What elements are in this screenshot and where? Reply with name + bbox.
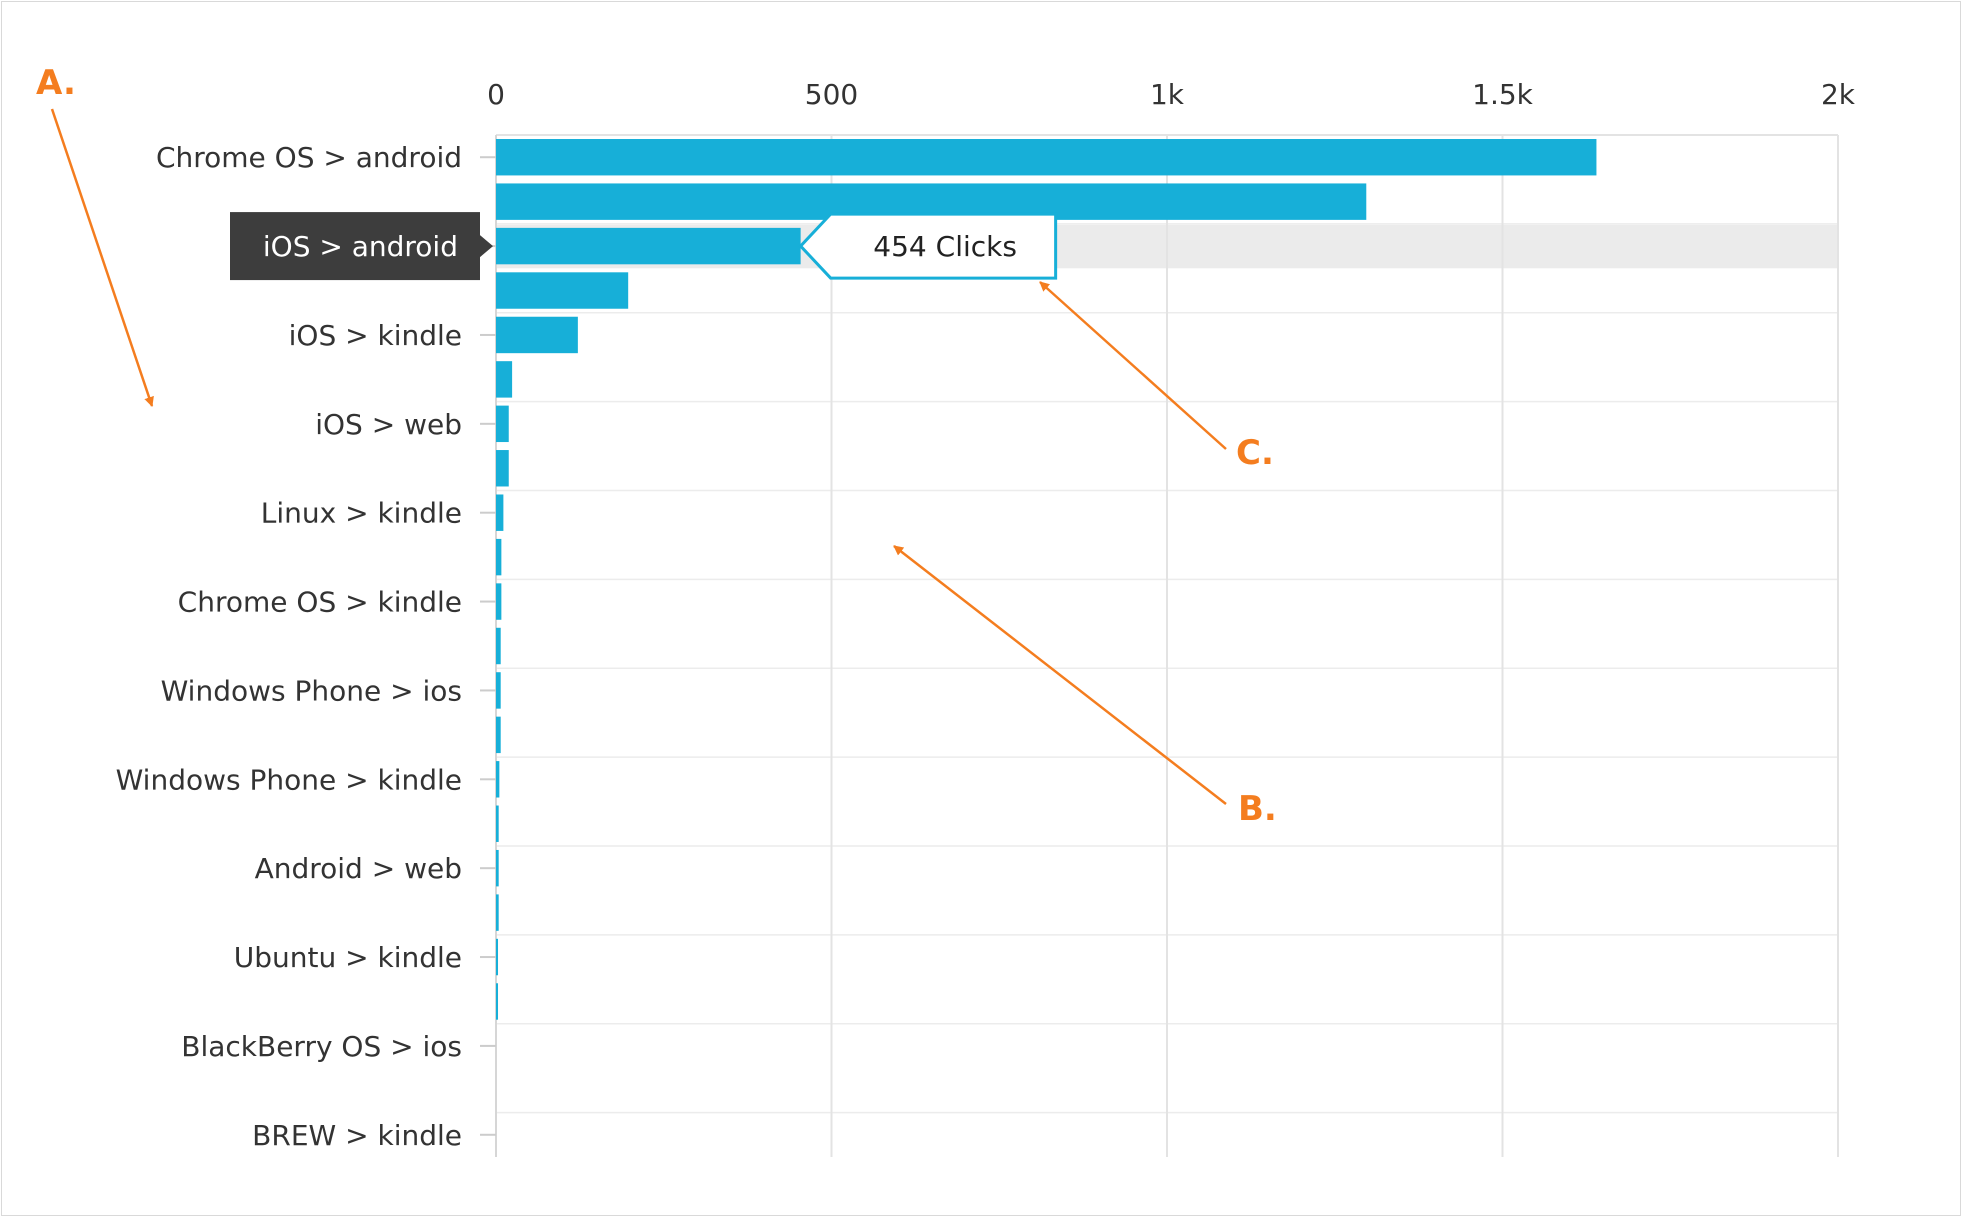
x-tick-label: 2k <box>1821 78 1856 111</box>
bar[interactable] <box>496 494 504 531</box>
highlighted-category-label: iOS > android <box>263 230 458 263</box>
x-tick-label: 1k <box>1150 78 1185 111</box>
x-tick-label: 0 <box>487 78 505 111</box>
bar[interactable] <box>496 672 501 709</box>
y-category-label: Android > web <box>255 852 462 885</box>
y-category-label: Windows Phone > kindle <box>116 763 462 796</box>
bar[interactable] <box>496 627 501 665</box>
y-category-label: Chrome OS > kindle <box>178 586 462 619</box>
bar[interactable] <box>496 805 499 842</box>
bar[interactable] <box>496 227 801 265</box>
x-tick-label: 500 <box>805 78 858 111</box>
y-category-label: Chrome OS > android <box>156 141 462 174</box>
y-category-label: iOS > web <box>315 408 462 441</box>
bar[interactable] <box>496 761 500 798</box>
bar[interactable] <box>496 538 502 576</box>
annotation-b-arrow <box>893 545 1227 805</box>
highlighted-category-pointer <box>480 235 493 258</box>
annotation-c-arrow <box>1039 281 1227 450</box>
bar[interactable] <box>496 983 499 1020</box>
tooltip-text: 454 Clicks <box>873 230 1017 263</box>
annotation-c-label: C. <box>1236 433 1274 473</box>
y-category-label: Windows Phone > ios <box>161 674 462 707</box>
y-category-label: BlackBerry OS > ios <box>181 1030 462 1063</box>
annotation-b-label: B. <box>1238 789 1277 829</box>
tooltip-box <box>798 212 1058 280</box>
bar[interactable] <box>496 405 509 443</box>
bar[interactable] <box>496 450 509 487</box>
bar[interactable] <box>496 272 629 309</box>
y-category-label: Ubuntu > kindle <box>234 941 462 974</box>
bar[interactable] <box>496 316 578 354</box>
y-category-label: BREW > kindle <box>252 1119 462 1152</box>
bar[interactable] <box>496 716 501 754</box>
annotation-a-label: A. <box>36 63 76 103</box>
bar[interactable] <box>496 938 499 976</box>
y-category-label: Linux > kindle <box>261 497 462 530</box>
bar[interactable] <box>496 361 513 398</box>
annotation-a-arrow <box>50 108 154 407</box>
bar[interactable] <box>496 583 502 620</box>
bar[interactable] <box>496 139 1597 176</box>
x-tick-label: 1.5k <box>1472 78 1534 111</box>
y-category-label: iOS > kindle <box>289 319 462 352</box>
bar[interactable] <box>496 849 499 887</box>
bar[interactable] <box>496 894 499 931</box>
highlighted-category-label-bg <box>230 212 480 281</box>
